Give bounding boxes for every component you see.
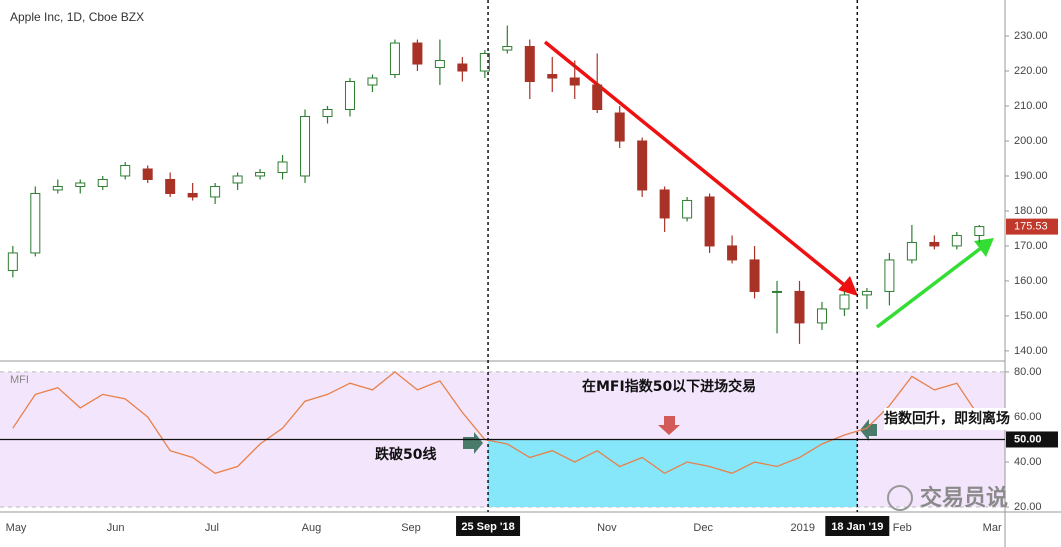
y-tick-label: 170.00: [1014, 240, 1048, 252]
marker-label: 18 Jan '19: [831, 521, 883, 533]
candle-body: [569, 77, 580, 86]
y-tick-label: 80.00: [1014, 366, 1042, 378]
candle-body: [839, 294, 850, 310]
level-label: 50.00: [1014, 433, 1042, 445]
up-trend-arrow: [875, 243, 987, 329]
candle-body: [412, 42, 423, 65]
marker-box: [825, 516, 890, 536]
y-tick-label: 220.00: [1014, 65, 1048, 77]
candle-body: [614, 112, 625, 142]
candle-body: [794, 290, 805, 324]
marker-label: 25 Sep '18: [461, 521, 514, 533]
pointer-right: [463, 432, 483, 454]
marker-box: [456, 516, 521, 536]
y-tick-label: 180.00: [1014, 205, 1048, 217]
arrow-head: [838, 276, 858, 296]
candle-body: [727, 245, 738, 261]
candle-body: [524, 46, 535, 83]
candle-body: [7, 252, 18, 271]
y-tick-label: 140.00: [1014, 345, 1048, 357]
annotation: 指数回升，即刻离场: [884, 408, 1010, 430]
y-tick-label: 20.00: [1014, 501, 1042, 513]
candle-body: [637, 140, 648, 191]
indicator-title: MFI: [10, 374, 29, 386]
x-tick-label: Sep: [401, 522, 421, 534]
y-tick-label: 230.00: [1014, 30, 1048, 42]
candle-body: [704, 196, 715, 247]
candle-body: [592, 84, 603, 111]
candle-body: [951, 234, 962, 247]
candle-body: [142, 168, 153, 180]
pointer-down: [658, 416, 680, 435]
chart-title: Apple Inc, 1D, Cboe BZX: [10, 10, 144, 24]
annotation: 在MFI指数50以下进场交易: [582, 379, 757, 395]
candle-body: [659, 189, 670, 219]
candle-body: [277, 161, 288, 173]
watermark-icon: [887, 485, 913, 511]
annotation: 跌破50线: [375, 447, 437, 463]
x-tick-label: May: [6, 522, 27, 534]
candle-body: [772, 290, 783, 293]
candle-body: [232, 175, 243, 184]
y-tick-label: 60.00: [1014, 411, 1042, 423]
x-tick-label: Jun: [107, 522, 125, 534]
candle-body: [120, 164, 131, 177]
candle-body: [322, 109, 333, 118]
x-tick-label: Nov: [597, 522, 617, 534]
down-trend-arrow: [543, 40, 850, 290]
candle-body: [367, 77, 378, 86]
candle-body: [929, 241, 940, 247]
y-tick-label: 150.00: [1014, 310, 1048, 322]
candle-body: [75, 182, 86, 187]
y-tick-label: 210.00: [1014, 100, 1048, 112]
candle-body: [479, 53, 490, 72]
y-tick-label: 160.00: [1014, 275, 1048, 287]
candle-body: [884, 259, 895, 292]
mfi-line: [12, 371, 980, 475]
pointer-left: [860, 419, 877, 441]
level-box: [1006, 431, 1058, 448]
candle-body: [344, 81, 355, 111]
x-tick-label: Jul: [205, 522, 219, 534]
candle-body: [906, 241, 917, 261]
candle-body: [30, 192, 41, 254]
candle-body: [255, 171, 266, 177]
last-price-box: [1006, 218, 1058, 235]
candle-body: [389, 42, 400, 76]
x-tick-label: Aug: [302, 522, 322, 534]
candle-body: [457, 63, 468, 72]
candle-body: [502, 46, 513, 51]
x-tick-label: Mar: [983, 522, 1002, 534]
y-tick-label: 40.00: [1014, 456, 1042, 468]
watermark: 交易员说: [920, 485, 1008, 510]
entry-zone: [488, 439, 858, 508]
x-tick-label: Feb: [893, 522, 912, 534]
candle-body: [187, 192, 198, 198]
last-price-label: 175.53: [1014, 221, 1048, 233]
candle-body: [165, 178, 176, 194]
candle-body: [300, 116, 311, 177]
candle-body: [52, 185, 63, 191]
candle-body: [434, 60, 445, 69]
y-tick-label: 190.00: [1014, 170, 1048, 182]
y-tick-label: 200.00: [1014, 135, 1048, 147]
candle-body: [210, 185, 221, 198]
candle-body: [97, 178, 108, 187]
candle-body: [974, 226, 985, 236]
candle-body: [749, 259, 760, 292]
arrow-head: [974, 238, 994, 257]
x-tick-label: 2019: [790, 522, 814, 534]
x-tick-label: Dec: [693, 522, 713, 534]
candle-body: [547, 74, 558, 79]
candle-body: [682, 199, 693, 219]
candle-body: [816, 308, 827, 324]
candle-body: [861, 290, 872, 296]
